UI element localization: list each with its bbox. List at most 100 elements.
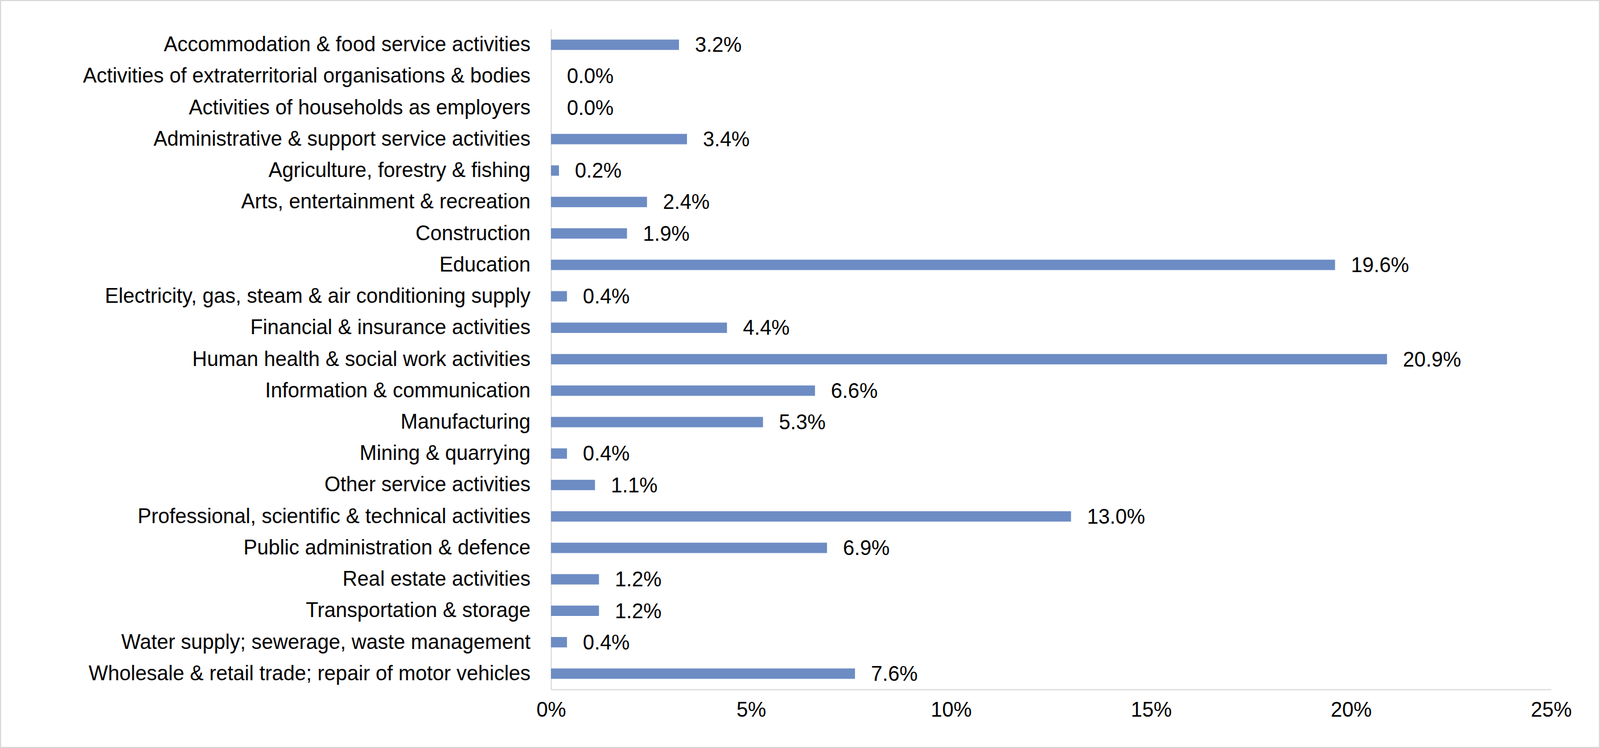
y-tick: Electricity, gas, steam & air conditioni…: [104, 284, 551, 308]
x-tick: 15%: [1130, 689, 1172, 722]
data-label: 1.9%: [643, 221, 690, 246]
data-label: 0.2%: [574, 158, 622, 183]
y-tick: Administrative & support service activit…: [153, 126, 551, 151]
data-label: 3.4%: [702, 127, 750, 151]
y-tick-label: Education: [439, 252, 531, 277]
y-tick-label: Agriculture, forestry & fishing: [268, 158, 531, 182]
y-tick-label: Construction: [415, 221, 531, 245]
bar: [550, 354, 1388, 365]
x-tick: 5%: [736, 689, 767, 722]
y-tick-label: Activities of extraterritorial organisat…: [83, 63, 531, 88]
y-tick-label: Activities of households as employers: [188, 95, 531, 119]
bar: [550, 165, 559, 176]
data-label: 1.2%: [614, 567, 662, 591]
y-tick-label: Public administration & defence: [243, 535, 531, 559]
x-tick-label: 0%: [536, 697, 566, 722]
y-tick: Financial & insurance activities: [250, 315, 551, 339]
bar: [550, 71, 552, 82]
y-tick-label: Water supply; sewerage, waste management: [121, 630, 531, 654]
y-tick-label: Real estate activities: [342, 566, 531, 591]
x-tick: 25%: [1530, 689, 1572, 722]
y-tick: Water supply; sewerage, waste management: [121, 630, 551, 654]
y-tick-label: Wholesale & retail trade; repair of moto…: [88, 661, 531, 685]
data-labels: 3.2% 0.0% 0.0% 3.4% 0.2% 2.4% 1.9% 19.6% 0.4% 4.4…: [566, 33, 1462, 686]
y-tick-label: Accommodation & food service activities: [163, 32, 531, 56]
bar: [550, 322, 727, 333]
x-tick-label: 10%: [930, 697, 972, 722]
y-tick: Accommodation & food service activities: [163, 32, 551, 56]
bar: [550, 605, 599, 616]
y-tick: Construction: [415, 221, 551, 245]
data-label: 3.2%: [694, 33, 742, 57]
y-tick: Transportation & storage: [305, 598, 551, 622]
data-label: 6.6%: [831, 379, 878, 403]
y-tick-label: Human health & social work activities: [192, 347, 531, 371]
x-tick-label: 5%: [736, 697, 767, 722]
data-label: 0.0%: [566, 96, 614, 120]
y-tick-label: Transportation & storage: [305, 598, 531, 622]
y-tick: Public administration & defence: [243, 535, 551, 559]
bar: [550, 636, 567, 648]
chart-frame: [0, 0, 1600, 748]
y-tick: Information & communication: [265, 378, 551, 402]
y-tick-label: Administrative & support service activit…: [153, 126, 531, 151]
bar: [550, 102, 552, 113]
y-tick-label: Financial & insurance activities: [250, 315, 531, 339]
bar: [550, 542, 828, 553]
y-tick: Activities of households as employers: [188, 95, 551, 119]
y-tick: Manufacturing: [400, 409, 551, 434]
bar: [550, 385, 816, 396]
y-tick: Mining & quarrying: [359, 441, 551, 465]
y-tick-label: Professional, scientific & technical act…: [137, 504, 531, 528]
data-label: 13.0%: [1087, 504, 1146, 529]
data-label: 1.1%: [610, 473, 658, 497]
data-label: 4.4%: [742, 315, 790, 340]
y-tick-label: Manufacturing: [400, 409, 531, 434]
bar: [550, 416, 763, 427]
x-tick: 20%: [1330, 689, 1372, 722]
bar: [550, 511, 1072, 522]
data-label: 2.4%: [663, 190, 710, 214]
bars: [550, 39, 1388, 680]
bar: [550, 574, 599, 585]
y-tick: Human health & social work activities: [192, 347, 551, 371]
data-label: 6.9%: [842, 536, 890, 560]
x-tick-label: 25%: [1530, 697, 1572, 722]
bar: [550, 448, 567, 459]
y-tick-label: Mining & quarrying: [359, 441, 531, 465]
data-label: 0.4%: [582, 284, 630, 308]
x-tick-label: 15%: [1130, 697, 1172, 722]
y-tick-label: Information & communication: [265, 378, 531, 402]
y-axis: Accommodation & food service activities A…: [83, 29, 552, 690]
data-label: 19.6%: [1350, 253, 1409, 277]
y-tick: Arts, entertainment & recreation: [241, 189, 551, 213]
bar: [550, 228, 628, 239]
y-tick-label: Electricity, gas, steam & air conditioni…: [104, 284, 531, 308]
y-tick: Education: [439, 252, 551, 277]
y-tick-label: Arts, entertainment & recreation: [241, 189, 531, 213]
x-tick: 0%: [536, 689, 566, 722]
bar: [550, 133, 688, 145]
bar: [550, 259, 1335, 270]
bar: [550, 39, 680, 51]
data-label: 1.2%: [614, 599, 662, 623]
bar: [550, 479, 595, 491]
bar: [550, 290, 567, 302]
y-tick: Agriculture, forestry & fishing: [268, 158, 551, 182]
y-tick: Real estate activities: [342, 566, 551, 591]
y-tick-label: Other service activities: [324, 472, 531, 496]
x-tick-label: 20%: [1330, 697, 1372, 722]
x-axis-line: [551, 689, 1552, 691]
data-label: 20.9%: [1403, 347, 1462, 372]
data-label: 0.4%: [582, 630, 630, 655]
y-tick: Professional, scientific & technical act…: [137, 504, 551, 528]
bar: [550, 668, 855, 679]
x-tick: 10%: [930, 689, 972, 722]
y-tick: Wholesale & retail trade; repair of moto…: [88, 661, 551, 685]
y-tick: Activities of extraterritorial organisat…: [83, 63, 551, 88]
data-label: 7.6%: [870, 661, 918, 686]
bar: [550, 196, 648, 208]
data-label: 0.4%: [582, 441, 630, 466]
data-label: 5.3%: [778, 410, 826, 434]
data-label: 0.0%: [566, 64, 614, 88]
